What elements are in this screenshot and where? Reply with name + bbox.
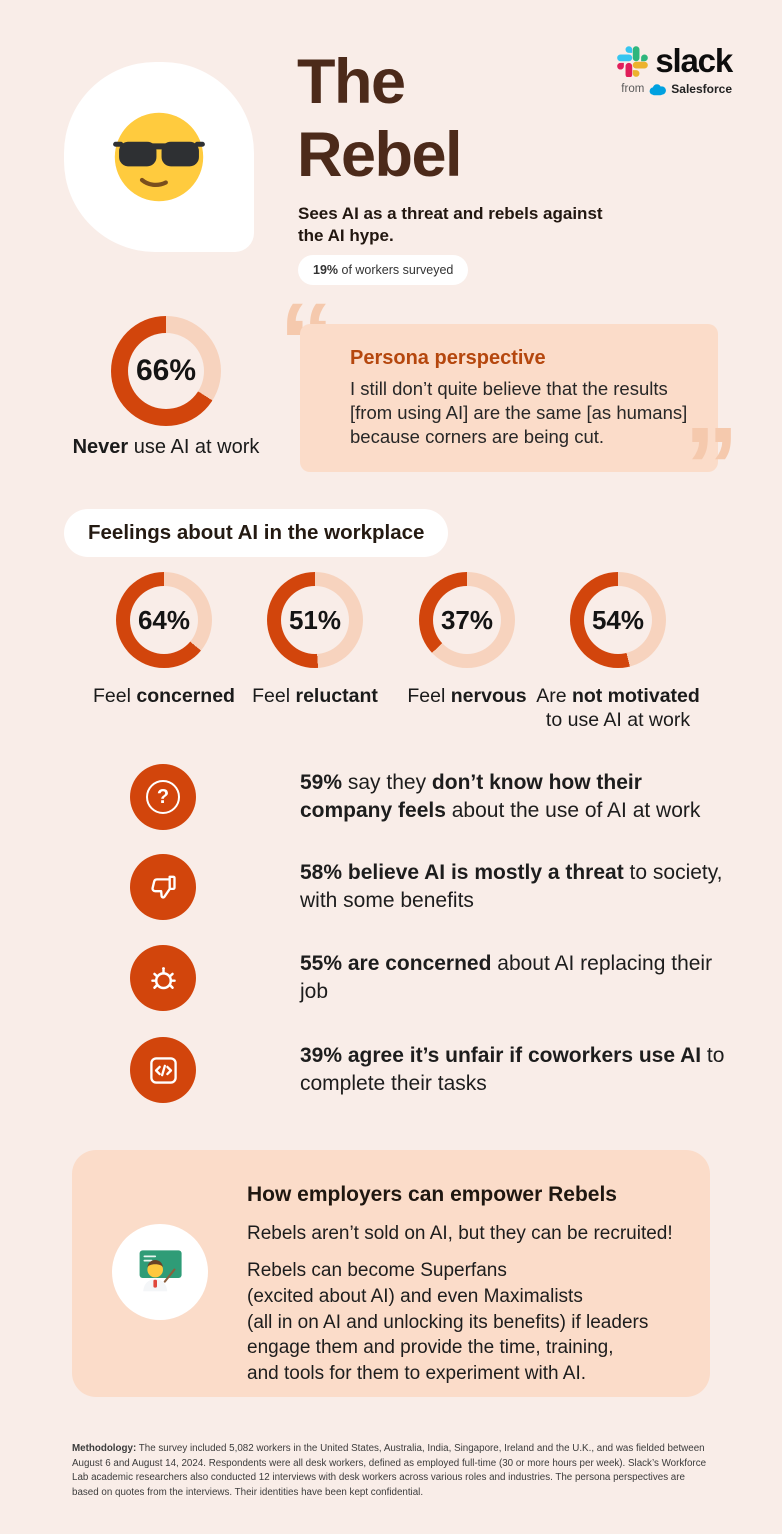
donut-chart: 37%: [419, 572, 515, 668]
empower-body: Rebels can become Superfans (excited abo…: [247, 1260, 649, 1385]
stat-row: 39% agree it’s unfair if coworkers use A…: [130, 1037, 730, 1107]
slack-hash-icon: [617, 45, 649, 77]
stat-text: 58% believe AI is mostly a threat to soc…: [300, 861, 723, 912]
stat-text: 39% agree it’s unfair if coworkers use A…: [300, 1044, 725, 1095]
persona-bubble: [64, 62, 254, 252]
persona-quote-panel: Persona perspective I still don’t quite …: [300, 324, 718, 472]
teacher-emoji-icon: [139, 1250, 182, 1292]
thumbs-down-icon: [130, 854, 196, 920]
stat-row: 58% believe AI is mostly a threat to soc…: [130, 854, 730, 924]
donut-chart: 64%: [116, 572, 212, 668]
stat-text: 59% say they don’t know how their compan…: [300, 771, 701, 822]
teacher-bubble: [112, 1224, 208, 1320]
title-line-2: Rebel: [297, 120, 463, 191]
donut-chart: 51%: [267, 572, 363, 668]
sunglasses-emoji-icon: [113, 112, 205, 202]
stat-text: 55% are concerned about AI replacing the…: [300, 952, 713, 1003]
feelings-donut-reluctant: 51% Feel reluctant: [230, 572, 400, 708]
never-use-ai-donut: 66%: [111, 316, 221, 426]
donut-chart: 54%: [570, 572, 666, 668]
quote-heading: Persona perspective: [350, 347, 546, 369]
never-use-ai-label: Never use AI at work: [72, 436, 260, 458]
donut-percent: 37%: [433, 586, 501, 654]
donut-percent: 54%: [584, 586, 652, 654]
feelings-donut-nervous: 37% Feel nervous: [382, 572, 552, 708]
donut-label: Are not motivated to use AI at work: [536, 685, 700, 732]
from-salesforce: from Salesforce: [617, 82, 732, 96]
bug-icon: [130, 945, 196, 1011]
stat-row: ? 59% say they don’t know how their comp…: [130, 764, 730, 834]
page-title: The Rebel: [297, 46, 463, 192]
empower-heading: How employers can empower Rebels: [247, 1183, 617, 1206]
donut-percent: 64%: [130, 586, 198, 654]
methodology-text: Methodology: The survey included 5,082 w…: [72, 1443, 707, 1499]
persona-description: Sees AI as a threat and rebels against t…: [298, 204, 603, 245]
salesforce-label: Salesforce: [671, 82, 732, 96]
stat-row: 55% are concerned about AI replacing the…: [130, 945, 730, 1015]
feelings-donut-not-motivated: 54% Are not motivated to use AI at work: [533, 572, 703, 733]
empower-panel: How employers can empower Rebels Rebels …: [72, 1150, 710, 1397]
question-mark-icon: ?: [146, 780, 180, 814]
salesforce-cloud-icon: [649, 83, 667, 95]
feelings-section-title: Feelings about AI in the workplace: [64, 509, 449, 557]
donut-label: Feel concerned: [93, 685, 235, 707]
donut-label: Feel reluctant: [252, 685, 378, 707]
from-label: from: [621, 83, 645, 95]
code-icon: [130, 1037, 196, 1103]
empower-intro: Rebels aren’t sold on AI, but they can b…: [247, 1223, 673, 1244]
donut-percent: 66%: [128, 333, 204, 409]
slack-logo: slack from Salesforce: [617, 42, 733, 96]
quote-body: I still don’t quite believe that the res…: [350, 378, 688, 448]
donut-label: Feel nervous: [407, 685, 527, 707]
title-line-1: The: [297, 47, 406, 117]
surveyed-badge: 19% of workers surveyed: [298, 255, 469, 285]
slack-wordmark: slack: [655, 42, 733, 79]
feelings-donut-concerned: 64% Feel concerned: [79, 572, 249, 708]
donut-percent: 51%: [281, 586, 349, 654]
question-circle-icon: ?: [130, 764, 196, 830]
